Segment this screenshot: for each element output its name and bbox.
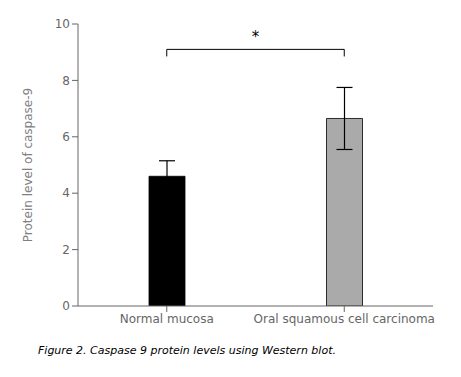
svg-text:Protein level of caspase-9: Protein level of caspase-9 xyxy=(21,88,35,242)
html-text:Figure 2. Caspase 9 protein le: Figure 2. Caspase 9 protein levels using… xyxy=(38,344,336,357)
svg-text:Oral squamous cell carcinoma: Oral squamous cell carcinoma xyxy=(254,312,435,326)
svg-text:0: 0 xyxy=(62,299,70,313)
svg-text:*: * xyxy=(252,28,260,46)
svg-text:10: 10 xyxy=(55,17,70,31)
svg-text:4: 4 xyxy=(62,186,70,200)
svg-text:6: 6 xyxy=(62,130,70,144)
svg-text:2: 2 xyxy=(62,243,70,257)
svg-text:Normal mucosa: Normal mucosa xyxy=(120,312,214,326)
svg-text:8: 8 xyxy=(62,74,70,88)
